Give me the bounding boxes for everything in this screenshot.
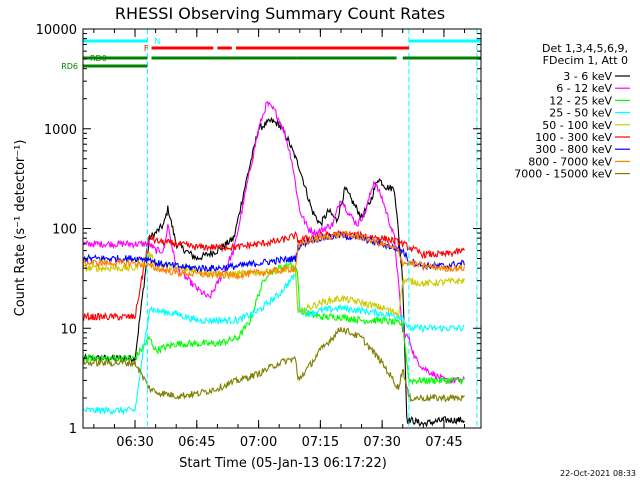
flag-label-F: F: [144, 44, 149, 53]
flag-label-N: N: [154, 37, 160, 46]
plot-series: [82, 29, 478, 428]
series-line-7: [82, 230, 465, 281]
flag-bars: NF RD0 RD6: [61, 37, 481, 71]
legend-label-4: 50 - 100 keV: [542, 119, 612, 132]
axes: 1 10 100 1000 10000 06:30 06:45 07:00 07:15 07:30…: [36, 23, 481, 450]
legend-header-line: FDecim 1, Att 0: [543, 54, 628, 67]
x-tick-label: 07:15: [302, 435, 339, 450]
y-tick-label: 10000: [36, 23, 77, 38]
y-tick-label: 100: [52, 223, 77, 238]
flag-label-RD0: RD0: [90, 54, 107, 63]
timestamp-label: 22-Oct-2021 08:33: [560, 469, 636, 478]
y-tick-label: 10: [60, 322, 77, 337]
x-tick-label: 06:30: [116, 435, 153, 450]
y-tick-label: 1000: [44, 123, 77, 138]
series-line-3: [82, 272, 465, 416]
legend-label-5: 100 - 300 keV: [535, 131, 612, 144]
x-axis-label: Start Time (05-Jan-13 06:17:22): [179, 456, 387, 471]
series-line-1: [82, 101, 465, 384]
legend: Det 1,3,4,5,6,9,FDecim 1, Att 0 3 - 6 keV…: [514, 42, 630, 181]
x-tick-label: 07:00: [240, 435, 277, 450]
legend-label-7: 800 - 7000 keV: [528, 155, 612, 168]
legend-label-0: 3 - 6 keV: [563, 70, 612, 83]
x-tick-label: 06:45: [178, 435, 215, 450]
legend-label-2: 12 - 25 keV: [549, 94, 612, 107]
x-tick-label: 07:30: [363, 435, 400, 450]
x-tick-label: 07:45: [425, 435, 462, 450]
legend-label-8: 7000 - 15000 keV: [514, 168, 612, 181]
y-tick-label: 1: [69, 422, 77, 437]
series-line-8: [82, 326, 465, 403]
chart-title: RHESSI Observing Summary Count Rates: [115, 4, 445, 23]
y-axis-label: Count Rate (s⁻¹ detector⁻¹): [13, 140, 28, 317]
legend-label-3: 25 - 50 keV: [549, 107, 612, 120]
legend-header-line: Det 1,3,4,5,6,9,: [542, 42, 628, 55]
series-line-5: [82, 229, 465, 322]
flag-label-RD6: RD6: [61, 62, 78, 71]
series-line-6: [82, 231, 465, 273]
legend-label-6: 300 - 800 keV: [535, 143, 612, 156]
legend-label-1: 6 - 12 keV: [556, 82, 612, 95]
